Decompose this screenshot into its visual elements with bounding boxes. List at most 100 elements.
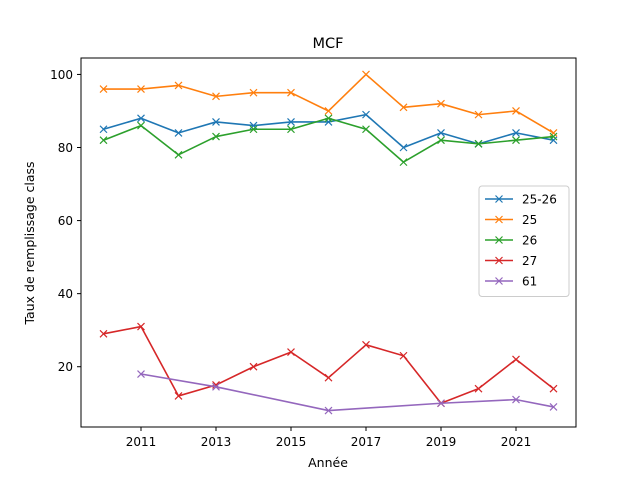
data-point-marker xyxy=(174,128,183,137)
data-point-marker xyxy=(437,128,445,137)
legend-label: 61 xyxy=(522,275,537,289)
data-point-marker xyxy=(437,399,445,408)
series-line xyxy=(103,73,554,134)
data-point-marker xyxy=(99,125,108,134)
y-tick-label: 80 xyxy=(58,141,73,155)
y-axis-label: Taux de remplissage class xyxy=(22,161,37,325)
x-tick-label: 2019 xyxy=(426,435,457,449)
legend-swatch-marker xyxy=(495,215,503,224)
data-point-marker xyxy=(399,158,408,167)
data-point-marker xyxy=(137,121,145,130)
data-point-marker xyxy=(549,136,558,145)
data-point-marker xyxy=(137,114,145,123)
legend-swatch-marker xyxy=(495,277,503,285)
chart-title: MCF xyxy=(313,36,344,52)
data-point-marker xyxy=(99,329,108,338)
data-point-marker xyxy=(512,395,520,404)
x-tick-label: 2017 xyxy=(351,435,382,449)
data-point-marker xyxy=(287,125,295,134)
data-point-marker xyxy=(249,121,258,130)
data-point-marker xyxy=(512,136,520,145)
data-point-marker xyxy=(212,118,220,126)
series-line xyxy=(103,325,554,405)
data-point-marker xyxy=(324,114,333,123)
data-point-marker xyxy=(324,107,333,115)
data-point-marker xyxy=(474,110,483,119)
data-point-marker xyxy=(249,362,258,371)
x-tick-label: 2011 xyxy=(126,435,157,449)
y-tick-label: 100 xyxy=(50,68,73,82)
data-point-marker xyxy=(137,370,145,378)
data-point-marker xyxy=(549,128,558,137)
legend-box xyxy=(478,185,570,297)
x-axis: 2011 2013 2015 2017 2019 2021 xyxy=(126,427,532,449)
y-axis: 20 40 60 80 100 xyxy=(50,68,81,374)
data-point-marker xyxy=(399,143,408,152)
data-point-marker xyxy=(212,92,220,101)
y-tick-label: 20 xyxy=(58,360,73,374)
legend-swatch-marker xyxy=(495,256,503,265)
x-axis-label: Année xyxy=(308,455,348,470)
data-point-marker xyxy=(362,110,370,119)
series-61 xyxy=(137,370,558,415)
data-point-marker xyxy=(99,136,108,145)
data-point-marker xyxy=(437,136,445,145)
data-point-marker xyxy=(287,88,295,97)
data-point-marker xyxy=(399,103,408,112)
data-point-marker xyxy=(362,125,370,134)
plot-frame xyxy=(80,57,577,428)
series-line xyxy=(140,373,554,412)
legend-label: 27 xyxy=(522,254,537,268)
data-point-marker xyxy=(137,322,145,331)
data-point-marker xyxy=(362,70,370,79)
legend: 25-26 25 26 27 61 xyxy=(478,185,570,297)
x-tick-label: 2013 xyxy=(201,435,232,449)
data-point-marker xyxy=(287,348,295,357)
x-tick-label: 2021 xyxy=(501,435,532,449)
data-point-marker xyxy=(437,99,445,108)
data-point-marker xyxy=(212,132,220,141)
data-point-marker xyxy=(212,382,220,391)
data-point-marker xyxy=(549,132,558,141)
series-26 xyxy=(99,114,558,167)
series-25 xyxy=(99,70,558,137)
legend-item: 61 xyxy=(485,275,537,289)
data-point-marker xyxy=(474,384,483,393)
series-25-26 xyxy=(99,110,558,152)
legend-label: 25-26 xyxy=(522,193,557,207)
data-point-marker xyxy=(174,81,183,90)
data-point-marker xyxy=(137,85,145,93)
data-point-marker xyxy=(474,139,483,148)
legend-item: 25 xyxy=(485,213,537,227)
series-layer xyxy=(99,70,558,415)
x-tick-label: 2015 xyxy=(276,435,307,449)
legend-item: 25-26 xyxy=(485,193,557,207)
data-point-marker xyxy=(549,402,558,411)
data-point-marker xyxy=(512,128,520,137)
legend-item: 27 xyxy=(485,254,537,268)
data-point-marker xyxy=(249,125,258,134)
data-point-marker xyxy=(512,355,520,364)
data-point-marker xyxy=(174,150,183,159)
data-point-marker xyxy=(512,107,520,115)
series-27 xyxy=(99,322,558,408)
y-tick-label: 60 xyxy=(58,214,73,228)
y-tick-label: 40 xyxy=(58,287,73,301)
data-point-marker xyxy=(324,373,333,382)
legend-swatch-marker xyxy=(495,195,503,203)
data-point-marker xyxy=(399,351,408,360)
legend-label: 26 xyxy=(522,234,537,248)
data-point-marker xyxy=(324,406,333,415)
data-point-marker xyxy=(287,118,295,126)
data-point-marker xyxy=(362,340,370,349)
data-point-marker xyxy=(549,384,558,393)
legend-label: 25 xyxy=(522,213,537,227)
data-point-marker xyxy=(249,88,258,97)
legend-item: 26 xyxy=(485,234,537,248)
data-point-marker xyxy=(99,85,108,93)
series-line xyxy=(103,117,554,163)
legend-swatch-marker xyxy=(495,236,503,244)
data-point-marker xyxy=(174,392,183,400)
